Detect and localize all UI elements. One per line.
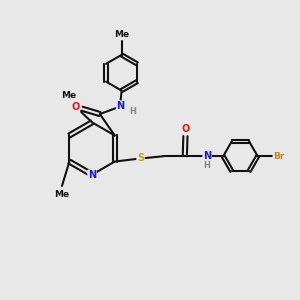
Text: Br: Br: [273, 152, 285, 161]
Text: N: N: [88, 170, 96, 180]
Text: N: N: [117, 101, 125, 111]
Text: S: S: [137, 153, 144, 163]
Text: H: H: [129, 107, 136, 116]
Text: H: H: [204, 161, 211, 170]
Text: Me: Me: [54, 190, 70, 199]
Text: N: N: [203, 151, 211, 160]
Text: O: O: [182, 124, 190, 134]
Text: O: O: [71, 103, 80, 112]
Text: Me: Me: [61, 91, 77, 100]
Text: Me: Me: [114, 30, 129, 39]
